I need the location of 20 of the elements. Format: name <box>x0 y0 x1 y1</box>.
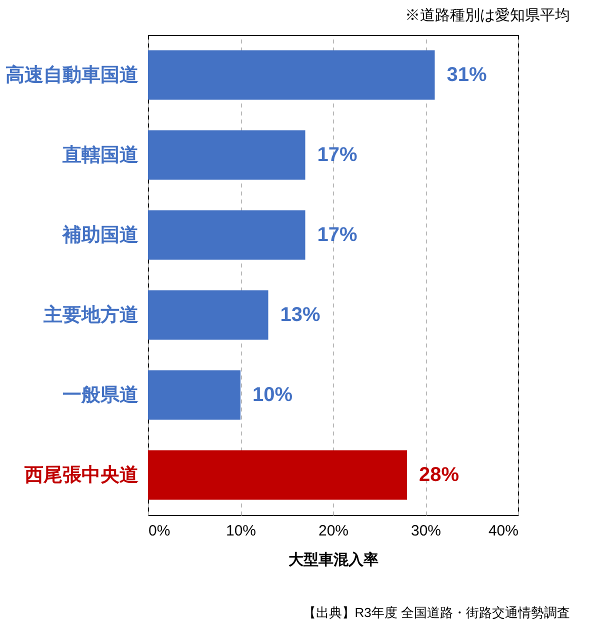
x-axis-title: 大型車混入率 <box>288 550 378 568</box>
x-tick-label: 20% <box>318 522 349 540</box>
data-label: 10% <box>252 384 293 406</box>
x-tick-label: 0% <box>148 522 170 540</box>
y-tick-label: 一般県道 <box>62 385 138 406</box>
y-tick-label: 直轄国道 <box>62 144 138 166</box>
data-label: 17% <box>317 144 358 166</box>
data-label: 31% <box>446 64 487 86</box>
y-tick-label: 補助国道 <box>62 224 138 246</box>
x-tick-label: 30% <box>410 522 442 540</box>
text: ※道路種別は愛知県平均 <box>405 6 570 25</box>
text: 【出典】R3年度 全国道路・街路交通情勢調査 <box>302 604 570 622</box>
data-label: 17% <box>317 224 358 246</box>
y-tick-label: 主要地方道 <box>42 304 138 326</box>
y-tick-label: 西尾張中央道 <box>24 464 138 486</box>
x-tick-label: 10% <box>226 522 256 540</box>
data-label: 13% <box>280 304 320 326</box>
data-label: 28% <box>419 464 460 486</box>
x-tick-label: 40% <box>488 522 518 540</box>
y-tick-label: 高速自動車国道 <box>6 64 138 86</box>
